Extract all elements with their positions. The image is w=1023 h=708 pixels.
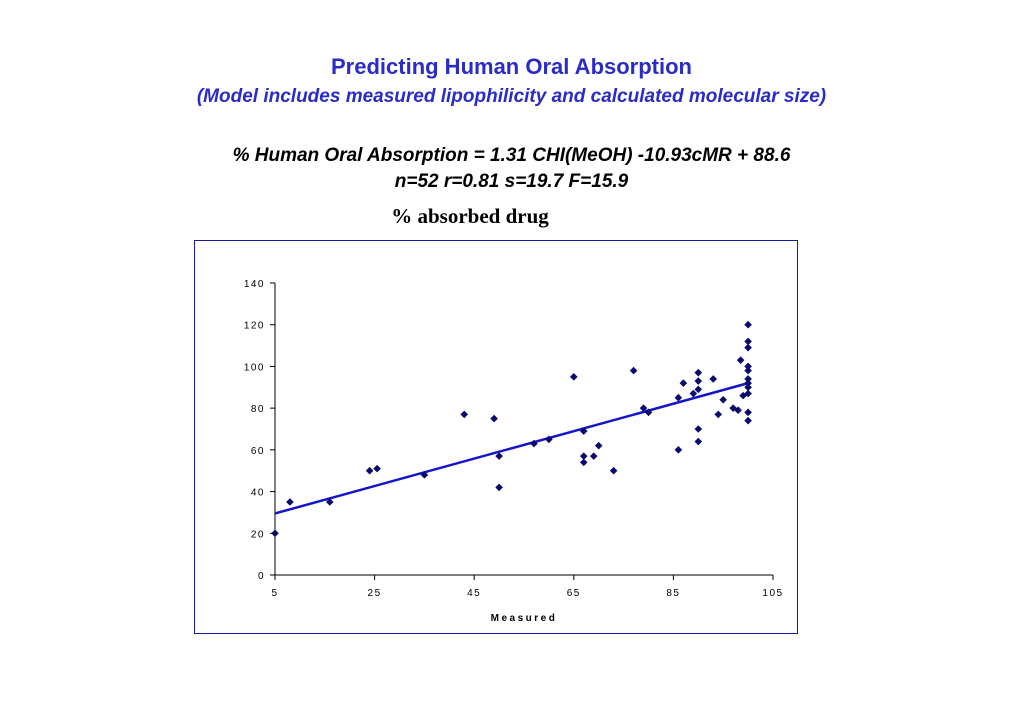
slide-title: Predicting Human Oral Absorption — [331, 54, 692, 79]
data-point — [639, 404, 648, 412]
y-tick-label: 140 — [244, 279, 265, 290]
y-tick-label: 100 — [244, 362, 265, 373]
x-tick-label: 85 — [666, 588, 680, 599]
data-point — [579, 452, 588, 460]
slide-subtitle: (Model includes measured lipophilicity a… — [196, 86, 827, 107]
data-point — [271, 529, 279, 538]
data-point — [530, 439, 538, 448]
x-tick-label: 105 — [762, 588, 783, 599]
data-point — [694, 368, 703, 377]
data-point — [609, 466, 618, 475]
x-tick-label: 65 — [567, 588, 581, 599]
data-point — [744, 408, 752, 417]
data-point — [744, 366, 752, 375]
x-tick-label: 25 — [368, 588, 382, 599]
data-point — [373, 464, 381, 473]
x-tick-label: 5 — [271, 588, 278, 599]
data-point — [679, 379, 688, 387]
regression-line — [274, 381, 749, 515]
data-point — [744, 383, 752, 392]
data-point — [744, 389, 752, 398]
data-point — [589, 452, 598, 460]
regression-equation: % Human Oral Absorption = 1.31 CHI(MeOH)… — [232, 145, 791, 166]
data-point — [744, 416, 752, 425]
data-point — [689, 389, 698, 398]
data-point — [694, 385, 703, 394]
data-point — [694, 425, 703, 433]
regression-stats: n=52 r=0.81 s=19.7 F=15.9 — [394, 171, 629, 192]
data-point — [744, 320, 752, 329]
x-axis-label: Measured — [491, 613, 558, 624]
data-point — [420, 471, 429, 479]
data-point — [629, 366, 638, 375]
data-point — [709, 375, 718, 383]
data-point — [286, 498, 294, 506]
data-point — [714, 410, 723, 419]
data-point — [674, 446, 683, 454]
y-tick-label: 20 — [251, 529, 265, 540]
y-tick-label: 80 — [251, 404, 265, 415]
data-point — [744, 337, 752, 346]
data-point — [325, 498, 334, 506]
data-point — [744, 343, 752, 352]
data-point — [644, 408, 653, 417]
data-point — [490, 414, 498, 423]
data-point — [736, 356, 745, 364]
x-tick-label: 45 — [467, 588, 481, 599]
data-point — [744, 379, 752, 387]
scatter-chart: 0 20 40 60 80 100 120 140 5 25 45 65 85 105 Measured Pr… — [220, 279, 783, 624]
data-point — [495, 452, 503, 460]
data-point — [739, 391, 747, 400]
chart-title: % absorbed drug — [391, 204, 549, 228]
y-axis-label: Predicted — [220, 392, 231, 460]
data-point — [729, 404, 737, 412]
data-point — [594, 441, 603, 450]
data-point — [694, 377, 703, 385]
y-tick-label: 0 — [258, 571, 265, 582]
data-point — [579, 458, 588, 467]
y-tick-label: 120 — [244, 321, 265, 332]
data-point — [365, 466, 374, 475]
data-point — [694, 437, 703, 446]
chart-frame: 0 20 40 60 80 100 120 140 5 25 45 65 85 105 Measured Pr… — [194, 240, 798, 634]
data-point — [545, 435, 553, 444]
y-tick-label: 60 — [251, 446, 265, 457]
data-point — [719, 396, 727, 404]
data-point — [460, 410, 469, 419]
data-point — [495, 483, 503, 492]
y-tick-label: 40 — [251, 488, 265, 499]
data-point — [744, 375, 752, 383]
data-point — [579, 427, 588, 435]
data-point — [734, 406, 742, 415]
data-point — [674, 393, 683, 402]
data-point — [570, 373, 578, 381]
